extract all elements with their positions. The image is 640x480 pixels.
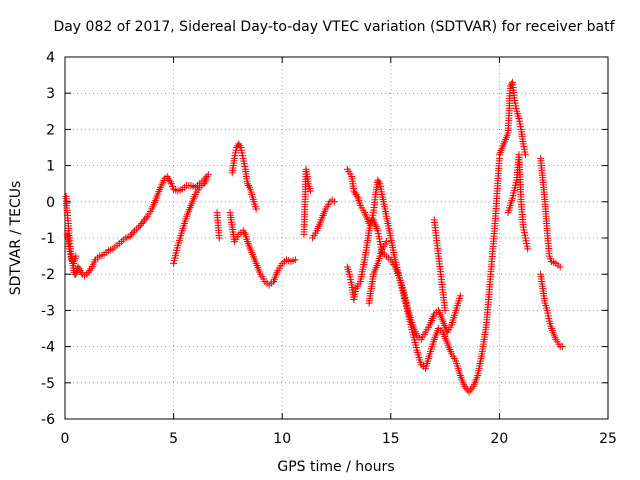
data-point — [215, 234, 223, 242]
data-point — [128, 230, 136, 238]
data-point — [136, 221, 144, 229]
data-point — [382, 238, 390, 246]
y-tick-label: -5 — [41, 376, 55, 392]
x-tick-label: 20 — [490, 431, 508, 447]
data-point — [200, 180, 208, 188]
data-point — [126, 232, 134, 240]
data-point — [353, 192, 361, 200]
data-point — [330, 198, 338, 206]
data-point — [75, 265, 83, 273]
data-point — [240, 229, 248, 237]
data-point — [524, 245, 532, 253]
data-point — [203, 172, 211, 180]
y-tick-label: 0 — [46, 195, 55, 211]
x-tick-label: 10 — [273, 431, 291, 447]
y-tick-label: -4 — [41, 340, 55, 356]
data-point — [461, 382, 469, 390]
data-point — [202, 176, 210, 184]
data-point — [129, 229, 137, 237]
y-tick-label: -1 — [41, 231, 55, 247]
chart-title: Day 082 of 2017, Sidereal Day-to-day VTE… — [53, 19, 615, 35]
grid-lines — [65, 57, 608, 419]
axis-tick-labels: 0 5 10 15 20 25 -6 -5 -4 -3 -2 -1 0 1 2 3 4 — [41, 50, 617, 447]
data-point — [243, 180, 251, 188]
data-point — [558, 343, 566, 351]
data-point — [441, 306, 449, 314]
data-point — [352, 191, 360, 199]
y-tick-label: 4 — [46, 50, 55, 66]
x-tick-label: 25 — [599, 431, 617, 447]
data-point — [306, 187, 314, 195]
y-tick-label: -2 — [41, 267, 55, 283]
data-point — [521, 151, 529, 159]
data-point — [252, 205, 260, 213]
data-point — [165, 176, 173, 184]
x-tick-label: 15 — [382, 431, 400, 447]
data-point — [84, 268, 92, 276]
data-point — [239, 227, 247, 235]
data-point — [74, 263, 82, 271]
data-point — [138, 220, 146, 228]
data-point — [141, 216, 149, 224]
data-point — [135, 223, 143, 231]
data-point — [468, 384, 476, 392]
data-point — [351, 189, 359, 197]
data-point — [204, 171, 212, 179]
data-point — [235, 140, 243, 148]
data-markers — [62, 78, 566, 396]
y-tick-label: 3 — [46, 86, 55, 102]
data-point — [350, 187, 358, 195]
y-tick-label: 2 — [46, 122, 55, 138]
x-axis-label: GPS time / hours — [277, 459, 394, 475]
data-point — [507, 80, 515, 88]
data-point — [456, 292, 464, 300]
data-point — [86, 267, 94, 275]
data-point — [76, 267, 84, 275]
data-point — [77, 268, 85, 276]
x-tick-label: 5 — [169, 431, 178, 447]
y-tick-label: -3 — [41, 303, 55, 319]
y-axis-label: SDTVAR / TECUs — [8, 181, 24, 296]
data-point — [374, 176, 382, 184]
data-point — [465, 388, 473, 396]
data-point — [68, 256, 76, 264]
x-tick-label: 0 — [61, 431, 70, 447]
data-point — [72, 270, 80, 278]
data-point — [201, 178, 209, 186]
data-point — [466, 386, 474, 394]
data-point — [83, 270, 91, 278]
data-point — [142, 214, 150, 222]
data-point — [236, 142, 244, 150]
data-point — [291, 256, 299, 264]
data-point — [163, 172, 171, 180]
data-point — [164, 174, 172, 182]
y-tick-label: 1 — [46, 159, 55, 175]
data-point — [245, 182, 253, 190]
data-point — [556, 263, 564, 271]
data-point — [375, 178, 383, 186]
data-point — [72, 252, 80, 260]
data-point — [139, 218, 147, 226]
plot-frame — [64, 56, 609, 420]
y-tick-label: -6 — [41, 412, 55, 428]
data-point — [166, 178, 174, 186]
